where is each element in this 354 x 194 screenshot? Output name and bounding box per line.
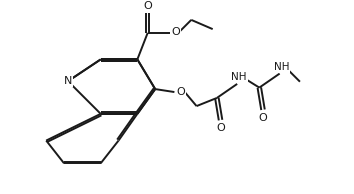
Text: O: O bbox=[171, 27, 180, 37]
Text: O: O bbox=[216, 123, 225, 133]
Text: NH: NH bbox=[231, 72, 247, 82]
Text: O: O bbox=[176, 87, 185, 97]
Text: N: N bbox=[64, 76, 72, 86]
Text: NH: NH bbox=[274, 62, 289, 72]
Text: O: O bbox=[259, 113, 267, 123]
Text: O: O bbox=[143, 1, 152, 11]
